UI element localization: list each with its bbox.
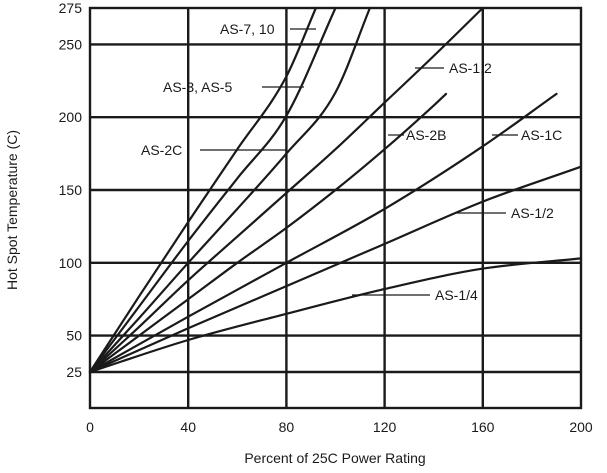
series-line-5 — [88, 92, 448, 374]
tick-layer: 0 40 80 120 160 200 25 50 100 150 200 250 275 — [59, 0, 593, 435]
y-tick-label: 100 — [59, 255, 83, 271]
plot-frame — [88, 6, 583, 410]
annotation-layer: AS-7, 10 AS-3, AS-5 AS-2C AS-1,2 AS-2B AS-1C A… — [141, 21, 562, 303]
annotation-label: AS-3, AS-5 — [163, 79, 232, 95]
series-line-6 — [88, 92, 558, 374]
y-tick-label: 200 — [59, 109, 83, 125]
x-tick-label: 0 — [86, 419, 94, 435]
x-tick-label: 160 — [471, 419, 495, 435]
series-line-2 — [88, 6, 337, 374]
x-tick-label: 40 — [180, 419, 196, 435]
x-tick-label: 120 — [373, 419, 397, 435]
y-tick-label: 275 — [59, 0, 83, 16]
curve-layer — [88, 6, 583, 374]
x-tick-label: 200 — [569, 419, 593, 435]
annotation-label: AS-1/2 — [511, 205, 554, 221]
x-tick-label: 80 — [279, 419, 295, 435]
series-line-8 — [88, 257, 583, 374]
annotation-label: AS-1/4 — [435, 287, 478, 303]
leader-layer — [200, 28, 518, 296]
annotation-label: AS-1C — [521, 127, 562, 143]
annotation-label: AS-1,2 — [449, 60, 492, 76]
series-line-3 — [88, 6, 371, 374]
series-line-1 — [88, 6, 317, 374]
annotation-label: AS-2B — [406, 127, 446, 143]
y-tick-label: 25 — [66, 364, 82, 380]
y-tick-label: 250 — [59, 36, 83, 52]
y-tick-label: 150 — [59, 182, 83, 198]
annotation-label: AS-2C — [141, 142, 182, 158]
annotation-label: AS-7, 10 — [220, 21, 275, 37]
y-axis-title: Hot Spot Temperature (C) — [4, 130, 20, 290]
x-axis-title: Percent of 25C Power Rating — [244, 450, 425, 466]
series-line-4 — [88, 6, 484, 374]
series-line-7 — [88, 165, 583, 374]
y-tick-label: 50 — [66, 328, 82, 344]
